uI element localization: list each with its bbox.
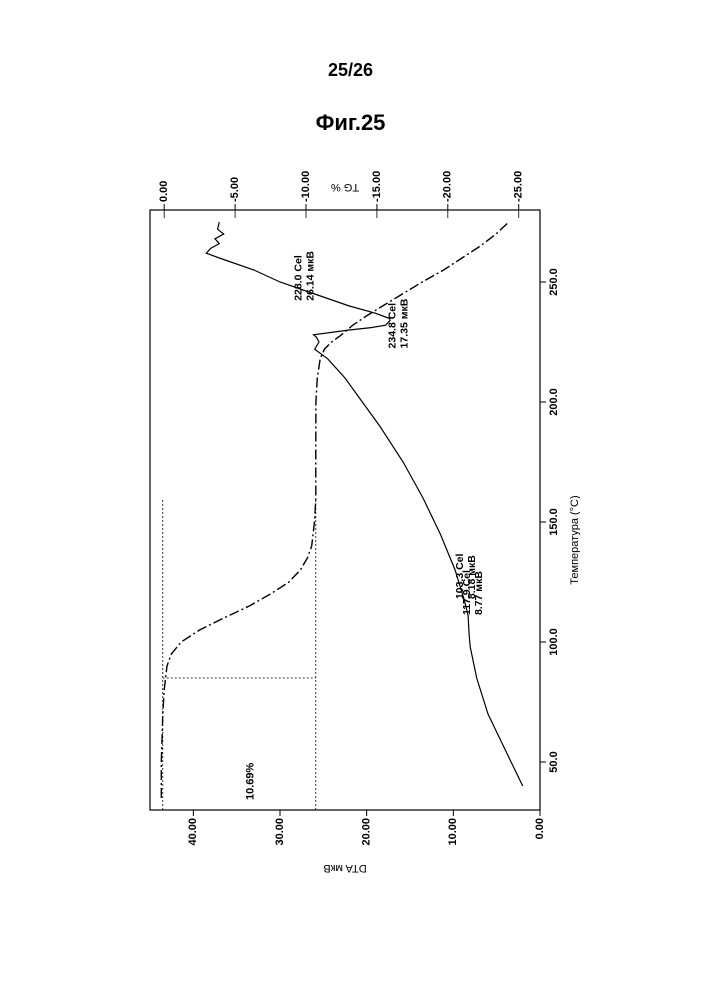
svg-text:40.00: 40.00 <box>187 818 199 846</box>
svg-text:DTA мкВ: DTA мкВ <box>323 862 366 874</box>
svg-text:-20.00: -20.00 <box>442 171 454 202</box>
svg-text:10.00: 10.00 <box>447 818 459 846</box>
svg-text:10.69%: 10.69% <box>244 762 256 800</box>
svg-text:0.00: 0.00 <box>158 181 170 202</box>
svg-text:228.0 Cel: 228.0 Cel <box>292 255 304 301</box>
svg-text:26.14 мкВ: 26.14 мкВ <box>304 251 316 301</box>
svg-text:200.0: 200.0 <box>548 388 560 416</box>
page-number: 25/26 <box>328 60 373 81</box>
svg-text:250.0: 250.0 <box>548 268 560 296</box>
svg-text:-15.00: -15.00 <box>371 171 383 202</box>
svg-text:TG %: TG % <box>331 181 359 193</box>
svg-text:30.00: 30.00 <box>274 818 286 846</box>
svg-text:-10.00: -10.00 <box>300 171 312 202</box>
svg-text:234.8 Cel: 234.8 Cel <box>387 303 399 349</box>
svg-text:-5.00: -5.00 <box>229 177 241 202</box>
svg-text:Температура (°C): Температура (°C) <box>569 495 580 584</box>
svg-text:17.35 мкВ: 17.35 мкВ <box>399 298 411 348</box>
svg-text:150.0: 150.0 <box>548 508 560 536</box>
svg-text:100.0: 100.0 <box>548 628 560 656</box>
svg-text:0.00: 0.00 <box>534 818 546 839</box>
figure-title: Фиг.25 <box>316 110 386 136</box>
svg-text:50.0: 50.0 <box>548 751 560 772</box>
thermal-chart: 50.0 100.0 150.0 200.0 250.0 Температура (°C)… <box>90 170 580 880</box>
svg-text:8.77 мкВ: 8.77 мкВ <box>473 571 485 615</box>
svg-text:-25.00: -25.00 <box>513 171 525 202</box>
svg-text:20.00: 20.00 <box>361 818 373 846</box>
svg-text:117.9 Cel: 117.9 Cel <box>461 570 473 615</box>
